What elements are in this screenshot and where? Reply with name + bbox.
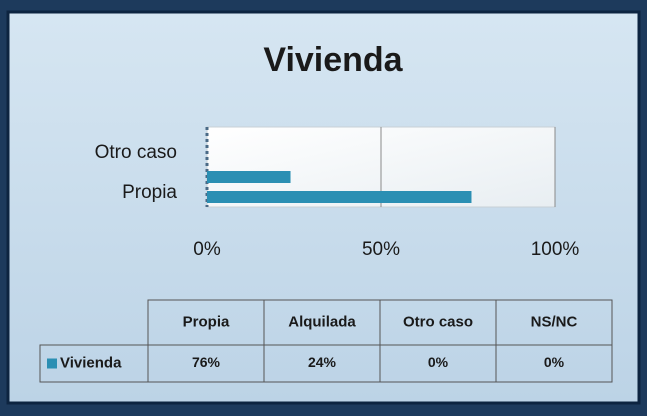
data-table-row	[39, 344, 613, 383]
table-value: 24%	[308, 354, 337, 370]
y-tick-label: Propia	[122, 182, 177, 203]
x-tick-label: 0%	[193, 239, 221, 260]
bar	[207, 171, 291, 183]
bar	[207, 191, 472, 203]
table-header: Otro caso	[403, 313, 473, 330]
chart-title: Vivienda	[263, 41, 403, 79]
table-value: 76%	[192, 354, 221, 370]
table-header: Propia	[183, 313, 230, 330]
x-tick-label: 100%	[531, 239, 580, 260]
legend-swatch	[47, 358, 57, 369]
x-tick-label: 50%	[362, 239, 400, 260]
y-tick-label: Otro caso	[95, 142, 177, 163]
table-value: 0%	[428, 354, 449, 370]
table-header: Alquilada	[288, 313, 356, 330]
legend-label: Vivienda	[60, 354, 122, 371]
table-header: NS/NC	[531, 313, 578, 330]
table-value: 0%	[544, 354, 565, 370]
